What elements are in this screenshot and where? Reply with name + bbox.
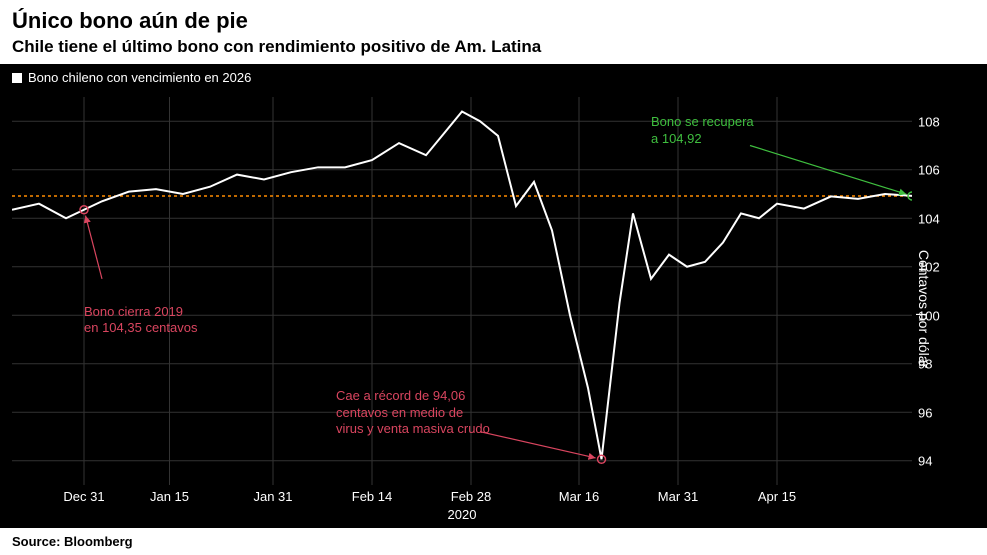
x-tick-label: Feb 14: [352, 489, 392, 504]
y-tick-label: 100: [918, 308, 940, 323]
anno-2019-close: Bono cierra 2019en 104,35 centavos: [84, 304, 197, 337]
source-label: Source: Bloomberg: [12, 534, 975, 549]
anno-record-low: Cae a récord de 94,06centavos en medio d…: [336, 388, 490, 437]
chart-area: Centavos por dólar Bono cierra 2019en 10…: [0, 89, 987, 529]
chart-title: Único bono aún de pie: [12, 8, 975, 34]
x-tick-label: Jan 31: [253, 489, 292, 504]
legend: Bono chileno con vencimiento en 2026: [0, 64, 987, 89]
x-tick-label: Mar 31: [658, 489, 698, 504]
y-tick-label: 94: [918, 454, 932, 469]
y-tick-label: 104: [918, 211, 940, 226]
legend-label: Bono chileno con vencimiento en 2026: [28, 70, 251, 85]
y-tick-label: 96: [918, 405, 932, 420]
y-tick-label: 108: [918, 114, 940, 129]
y-tick-label: 106: [918, 163, 940, 178]
chart-header: Único bono aún de pie Chile tiene el últ…: [0, 0, 987, 64]
x-tick-label: Feb 28: [451, 489, 491, 504]
legend-swatch: [12, 73, 22, 83]
x-tick-label: Dec 31: [63, 489, 104, 504]
x-tick-label: Mar 16: [559, 489, 599, 504]
anno-recovery: Bono se recuperaa 104,92: [651, 114, 754, 147]
y-tick-label: 98: [918, 357, 932, 372]
x-year-label: 2020: [448, 507, 477, 522]
chart-footer: Source: Bloomberg: [0, 528, 987, 555]
x-tick-label: Apr 15: [758, 489, 796, 504]
chart-subtitle: Chile tiene el último bono con rendimien…: [12, 36, 975, 58]
y-tick-label: 102: [918, 260, 940, 275]
x-tick-label: Jan 15: [150, 489, 189, 504]
